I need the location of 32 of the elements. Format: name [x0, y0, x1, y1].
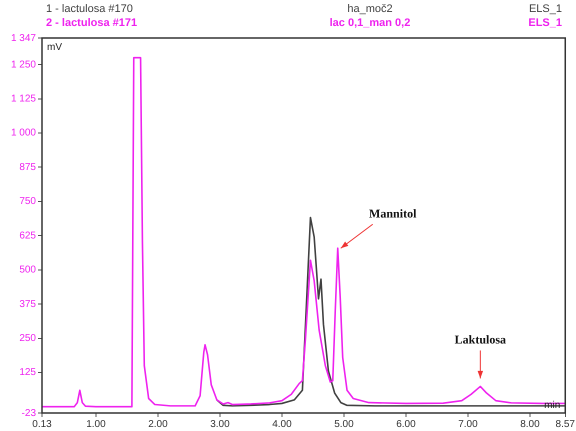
x-tick-label: 5.00 — [334, 418, 354, 430]
x-tick-label: 3.00 — [210, 418, 230, 430]
y-tick-label: 375 — [19, 298, 36, 310]
y-tick-label: 125 — [19, 367, 36, 378]
x-tick-label: 4.00 — [272, 418, 292, 430]
y-tick-label: 1 347 — [10, 32, 36, 44]
text: 1 - lactulosa #170 — [46, 2, 133, 16]
x-tick-label: 1.00 — [86, 418, 106, 430]
text: ha_moč2 — [346, 2, 394, 16]
x-tick-label: 8.57 — [556, 418, 576, 430]
text: lac 0,1_man 0,2 — [328, 16, 412, 30]
x-tick-label: 0.13 — [32, 418, 52, 430]
y-tick-label: 1 250 — [10, 59, 36, 70]
text: 2 - lactulosa #171 — [46, 16, 138, 30]
y-axis-title: mV — [47, 42, 62, 53]
y-tick-label: -23 — [22, 408, 36, 419]
x-tick-label: 8.00 — [520, 418, 540, 430]
text: ELS_1 — [528, 2, 562, 16]
text: ELS_1 — [528, 16, 562, 30]
y-tick-label: 625 — [19, 230, 36, 242]
x-tick-label: 2.00 — [148, 418, 168, 430]
x-tick-label: 7.00 — [458, 418, 478, 430]
annotation: Mannitol — [369, 206, 418, 220]
y-tick-label: 500 — [19, 264, 36, 276]
x-tick-label: 6.00 — [396, 418, 416, 430]
y-tick-label: 875 — [19, 162, 36, 173]
y-tick-label: 250 — [19, 333, 36, 344]
x-axis-title: min — [544, 400, 560, 411]
y-tick-label: 1 125 — [10, 94, 36, 105]
y-tick-label: 750 — [19, 196, 36, 208]
annotation: Laktulosa — [454, 332, 506, 347]
y-tick-label: 1 000 — [10, 128, 36, 139]
